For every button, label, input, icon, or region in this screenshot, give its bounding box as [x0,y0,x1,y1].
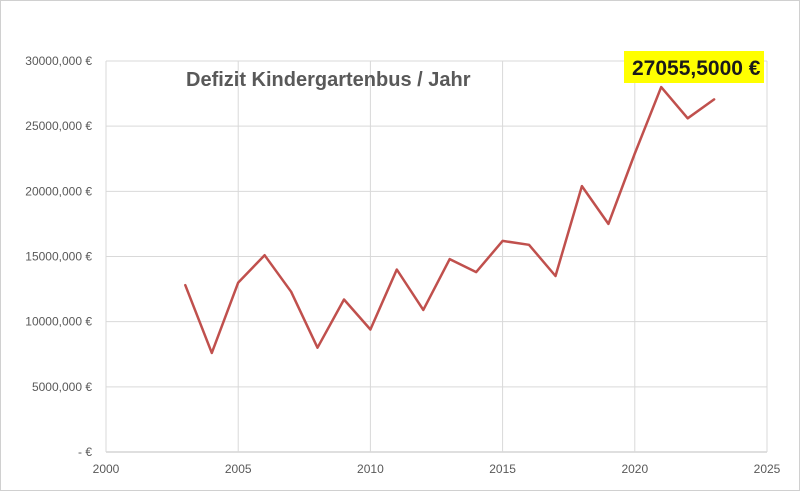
x-tick-label: 2010 [357,462,384,476]
x-tick-label: 2000 [93,462,120,476]
y-tick-label: 10000,000 € [25,315,92,329]
value-callout: 27055,5000 € [624,51,764,83]
y-tick-label: 30000,000 € [25,54,92,68]
chart-title: Defizit Kindergartenbus / Jahr [186,69,471,91]
y-tick-label: 5000,000 € [32,380,92,394]
series-layer [184,85,716,355]
x-tick-label: 2015 [489,462,516,476]
x-tick-label: 2020 [621,462,648,476]
y-tick-label: 15000,000 € [25,250,92,264]
y-tick-label: 25000,000 € [25,119,92,133]
x-tick-label: 2005 [225,462,252,476]
callout-background [624,51,764,83]
x-axis-tick-labels: 2000 2005 2010 2015 2020 2025 [93,462,781,476]
y-tick-label: - € [78,445,92,459]
grid-lines [105,60,768,453]
y-tick-label: 20000,000 € [25,184,92,198]
y-axis-tick-labels: - € 5000,000 € 10000,000 € 15000,000 € 20000… [25,54,92,459]
x-tick-label: 2025 [754,462,781,476]
callout-text: 27055,5000 € [632,57,761,80]
